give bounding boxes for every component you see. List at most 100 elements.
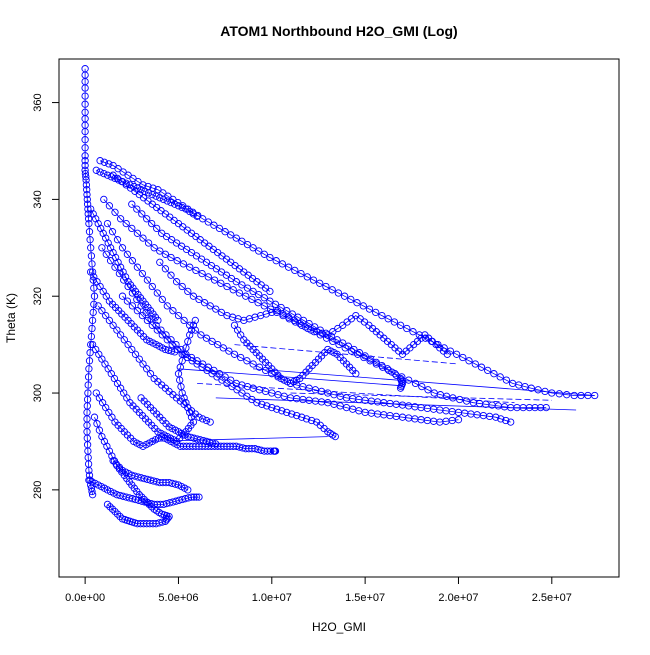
data-point xyxy=(334,289,343,297)
data-point xyxy=(223,282,231,291)
data-point xyxy=(249,360,257,368)
data-point xyxy=(396,321,405,329)
data-point xyxy=(103,500,112,509)
data-point xyxy=(372,358,380,367)
data-point xyxy=(138,210,146,218)
data-point xyxy=(254,299,262,307)
data-point xyxy=(548,389,556,397)
data-point xyxy=(243,284,252,292)
data-point xyxy=(258,400,266,408)
data-point xyxy=(139,181,147,189)
data-point xyxy=(184,205,192,213)
data-point xyxy=(135,355,143,363)
data-point xyxy=(268,403,276,412)
series-line xyxy=(112,174,271,292)
data-point xyxy=(318,329,326,337)
data-point xyxy=(113,236,122,244)
data-point xyxy=(192,493,201,501)
data-point xyxy=(195,413,203,421)
data-point xyxy=(163,336,171,344)
data-point xyxy=(133,263,142,271)
data-point xyxy=(130,182,138,191)
data-point xyxy=(243,357,251,365)
data-point xyxy=(353,299,361,307)
data-point xyxy=(260,250,268,258)
data-point xyxy=(477,363,486,371)
data-point xyxy=(344,342,352,350)
data-point xyxy=(316,279,324,287)
data-point xyxy=(93,420,101,428)
data-point xyxy=(497,415,505,423)
y-tick-label: 320 xyxy=(32,287,44,305)
data-point xyxy=(245,315,254,323)
data-point xyxy=(102,311,110,320)
data-point xyxy=(187,248,196,257)
data-point xyxy=(222,271,231,279)
data-point xyxy=(378,311,386,320)
data-point xyxy=(128,224,136,233)
data-point xyxy=(159,195,168,204)
data-point xyxy=(118,244,127,252)
data-point xyxy=(210,221,218,229)
data-point xyxy=(128,345,136,354)
data-point xyxy=(449,394,457,402)
data-point xyxy=(81,144,89,152)
connector-line xyxy=(290,392,552,401)
data-point xyxy=(284,263,293,271)
data-point xyxy=(234,315,242,323)
data-point xyxy=(137,186,145,194)
data-point xyxy=(232,278,240,286)
data-point xyxy=(322,334,331,342)
data-point xyxy=(95,426,104,434)
data-point xyxy=(288,410,296,418)
data-point xyxy=(527,384,535,392)
data-point xyxy=(195,295,203,304)
data-point xyxy=(324,331,332,339)
data-point xyxy=(284,313,293,321)
data-point xyxy=(273,307,282,315)
data-point xyxy=(219,344,227,352)
data-point xyxy=(384,315,392,323)
data-point xyxy=(212,265,221,273)
data-point xyxy=(104,239,112,247)
data-point xyxy=(542,403,550,412)
data-point xyxy=(217,308,226,317)
data-point xyxy=(409,328,417,336)
data-point xyxy=(255,363,264,371)
data-point xyxy=(302,415,311,423)
data-point xyxy=(128,257,137,265)
data-point xyxy=(354,350,362,358)
data-point xyxy=(148,219,156,228)
data-point xyxy=(158,295,166,304)
data-point xyxy=(144,239,153,247)
x-axis: 0.0e+00 5.0e+06 1.0e+07 1.5e+07 2.0e+07 2.5e+… xyxy=(65,576,572,604)
data-point xyxy=(106,503,114,511)
x-tick-label: 5.0e+06 xyxy=(158,592,198,604)
data-point xyxy=(88,491,97,499)
data-point xyxy=(443,350,451,358)
data-point xyxy=(194,211,202,220)
data-point xyxy=(186,331,194,339)
data-point xyxy=(96,157,104,165)
data-point xyxy=(210,276,219,284)
data-point xyxy=(197,331,205,339)
data-point xyxy=(128,302,137,310)
data-point xyxy=(329,337,337,346)
data-point xyxy=(184,287,192,296)
data-point xyxy=(84,215,93,223)
data-point xyxy=(109,161,117,170)
data-point xyxy=(100,158,109,166)
data-point xyxy=(98,307,106,315)
data-point xyxy=(243,240,252,249)
data-point xyxy=(227,231,235,239)
data-point xyxy=(209,439,217,447)
data-point xyxy=(103,171,112,179)
data-point xyxy=(307,326,315,334)
data-point xyxy=(153,289,161,297)
data-point xyxy=(291,266,299,275)
data-point xyxy=(189,321,198,329)
data-point xyxy=(85,357,94,365)
series-line xyxy=(159,262,448,355)
data-point xyxy=(123,297,132,305)
